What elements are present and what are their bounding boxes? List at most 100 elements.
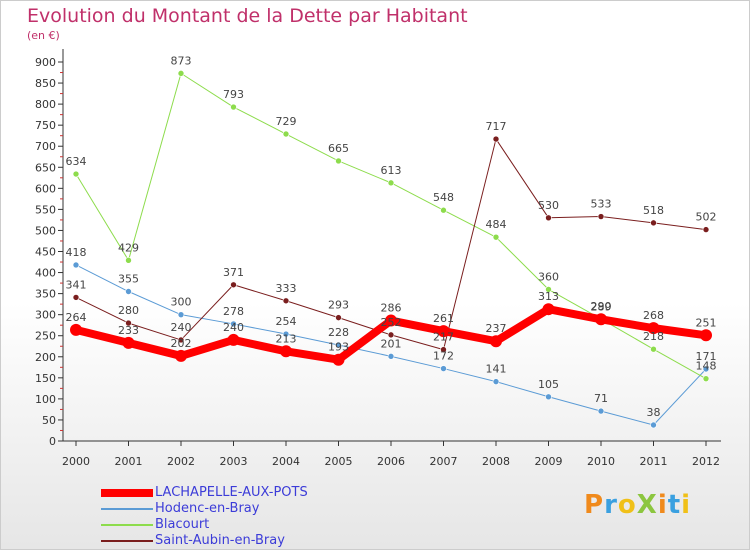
data-label: 518 bbox=[643, 204, 664, 217]
data-point bbox=[177, 70, 185, 77]
data-label: 634 bbox=[66, 155, 87, 168]
data-point bbox=[702, 375, 710, 382]
data-label: 268 bbox=[643, 309, 664, 322]
data-point bbox=[385, 314, 397, 327]
y-tick-label: 0 bbox=[49, 435, 56, 448]
data-label: 355 bbox=[118, 273, 139, 286]
data-label: 873 bbox=[171, 54, 192, 67]
data-label: 290 bbox=[591, 300, 612, 313]
data-label: 278 bbox=[223, 305, 244, 318]
legend-label: Hodenc-en-Bray bbox=[155, 501, 260, 516]
y-tick-label: 50 bbox=[42, 414, 56, 427]
proxiti-logo: ProXiti bbox=[584, 490, 692, 520]
data-label: 228 bbox=[328, 326, 349, 339]
data-label: 286 bbox=[381, 302, 402, 315]
data-point bbox=[597, 213, 605, 220]
data-point bbox=[282, 130, 290, 138]
data-label: 240 bbox=[223, 321, 244, 334]
data-label: 252 bbox=[381, 316, 402, 329]
data-point bbox=[230, 320, 237, 328]
data-point bbox=[282, 330, 290, 338]
data-point bbox=[650, 219, 657, 227]
data-point bbox=[175, 349, 187, 362]
data-point bbox=[125, 257, 132, 264]
data-label: 280 bbox=[118, 304, 139, 317]
data-label: 202 bbox=[171, 337, 192, 350]
data-point bbox=[492, 135, 500, 143]
data-label: 171 bbox=[696, 350, 717, 363]
y-tick-label: 600 bbox=[35, 182, 56, 195]
data-label: 717 bbox=[486, 120, 507, 133]
x-tick-label: 2012 bbox=[692, 455, 720, 468]
y-tick-label: 350 bbox=[35, 288, 56, 301]
data-label: 341 bbox=[66, 278, 87, 291]
data-point bbox=[335, 157, 342, 165]
chart-title: Evolution du Montant de la Dette par Hab… bbox=[27, 5, 468, 27]
data-label: 729 bbox=[276, 115, 297, 128]
data-point bbox=[545, 214, 552, 222]
y-tick-label: 800 bbox=[35, 98, 56, 111]
data-point bbox=[700, 329, 712, 342]
y-tick-label: 400 bbox=[35, 267, 56, 280]
data-label: 665 bbox=[328, 142, 349, 155]
legend-swatch bbox=[101, 508, 153, 510]
data-point bbox=[335, 314, 342, 321]
data-label: 217 bbox=[433, 331, 454, 344]
x-tick-label: 2005 bbox=[325, 455, 353, 468]
x-tick-label: 2002 bbox=[167, 455, 195, 468]
data-label: 148 bbox=[696, 360, 717, 373]
data-point bbox=[122, 336, 135, 349]
data-label: 548 bbox=[433, 191, 454, 204]
data-point bbox=[490, 335, 502, 348]
data-point bbox=[177, 311, 185, 318]
legend-label: Saint-Aubin-en-Bray bbox=[155, 533, 285, 548]
y-tick-label: 450 bbox=[35, 246, 56, 259]
data-label: 38 bbox=[647, 406, 661, 419]
data-label: 371 bbox=[223, 266, 244, 279]
data-point bbox=[437, 325, 450, 338]
data-label: 418 bbox=[66, 246, 87, 259]
x-tick-label: 2006 bbox=[377, 455, 405, 468]
data-point bbox=[650, 421, 657, 429]
y-tick-label: 550 bbox=[35, 203, 56, 216]
data-point bbox=[230, 281, 237, 289]
data-point bbox=[332, 353, 345, 366]
y-tick-label: 150 bbox=[35, 372, 56, 385]
y-tick-label: 250 bbox=[35, 330, 56, 343]
y-tick-label: 850 bbox=[35, 77, 56, 90]
data-label: 360 bbox=[538, 270, 559, 283]
data-point bbox=[230, 103, 237, 111]
data-label: 218 bbox=[643, 330, 664, 343]
data-label: 251 bbox=[696, 316, 717, 329]
data-label: 533 bbox=[591, 198, 612, 211]
data-label: 105 bbox=[538, 378, 559, 391]
data-label: 233 bbox=[118, 324, 139, 337]
legend-swatch bbox=[101, 540, 153, 542]
data-point bbox=[177, 336, 185, 344]
data-point bbox=[282, 297, 290, 305]
x-tick-label: 2007 bbox=[430, 455, 458, 468]
data-point bbox=[72, 294, 80, 301]
x-tick-label: 2009 bbox=[535, 455, 563, 468]
y-tick-label: 750 bbox=[35, 119, 56, 132]
data-point bbox=[70, 323, 82, 336]
data-point bbox=[702, 226, 710, 233]
data-label: 264 bbox=[66, 311, 87, 324]
data-point bbox=[72, 261, 80, 269]
x-tick-label: 2008 bbox=[482, 455, 510, 468]
y-tick-label: 700 bbox=[35, 140, 56, 153]
data-point bbox=[702, 365, 710, 373]
data-label: 261 bbox=[433, 312, 454, 325]
data-label: 71 bbox=[594, 392, 608, 405]
x-tick-label: 2000 bbox=[62, 455, 90, 468]
legend-swatch bbox=[101, 524, 153, 526]
data-label: 289 bbox=[591, 300, 612, 313]
x-tick-label: 2010 bbox=[587, 455, 615, 468]
data-label: 201 bbox=[381, 337, 402, 350]
data-point bbox=[125, 288, 132, 295]
y-tick-label: 300 bbox=[35, 309, 56, 322]
data-point bbox=[335, 341, 342, 349]
data-point bbox=[440, 346, 447, 353]
